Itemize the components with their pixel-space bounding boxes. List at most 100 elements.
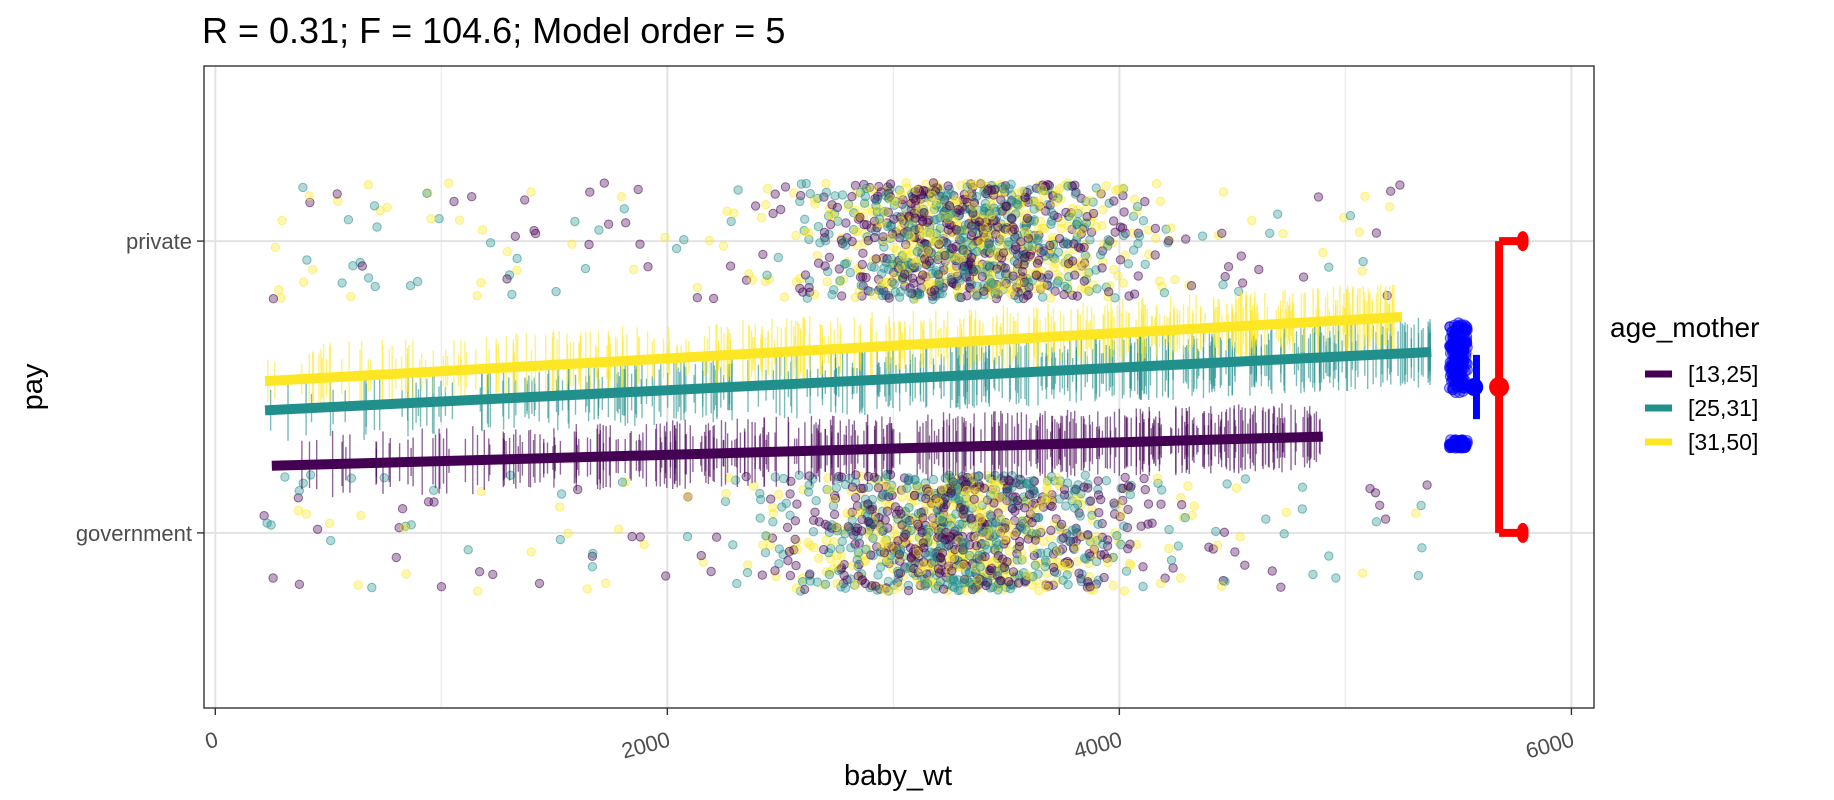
data-point [933,251,944,261]
data-point [1119,230,1129,241]
data-point [1054,233,1065,244]
data-point [563,528,573,538]
data-point [998,248,1009,258]
data-point [761,200,771,210]
data-point [819,227,830,238]
data-point [910,213,920,223]
data-point [1012,259,1023,269]
data-point [1077,256,1087,267]
data-point [904,502,914,513]
data-point [881,257,891,267]
data-point [1186,281,1197,291]
data-point [936,538,946,548]
data-point [803,537,813,548]
data-point [1119,521,1129,531]
data-point [1083,195,1094,206]
data-point [741,471,751,482]
data-point [944,201,955,211]
data-point [1168,563,1178,573]
data-point [1112,531,1122,541]
data-point [907,273,918,283]
data-point [937,484,948,494]
data-point [526,547,536,557]
data-point [346,473,357,483]
data-point [1009,528,1020,539]
data-point [783,555,793,566]
data-point [1013,293,1024,304]
data-point [1324,262,1334,272]
data-point [904,473,914,483]
data-point [1118,278,1128,288]
data-point [811,496,821,506]
data-point [1254,264,1264,275]
data-point [812,250,823,261]
data-point [1126,560,1136,570]
data-point [1062,559,1072,570]
plot-panel [203,65,1595,709]
data-point [850,180,861,191]
data-point [810,290,820,300]
data-point [856,280,866,290]
data-point [1024,490,1035,500]
data-point [747,275,758,285]
data-point [946,488,956,498]
data-point [434,214,444,224]
data-point [937,515,947,525]
data-point [1150,250,1160,260]
data-point [947,500,957,510]
data-point [488,569,498,580]
data-point [444,178,454,188]
data-point [1222,479,1232,489]
data-point [294,579,305,589]
data-point [1220,271,1230,282]
data-point [1070,270,1080,280]
data-point [1313,192,1324,202]
data-point [1080,261,1090,271]
data-point [556,489,567,499]
data-point [847,236,857,247]
data-point [850,226,861,236]
data-point [760,548,771,558]
data-point [919,208,929,218]
data-point [1034,586,1044,596]
data-point [1103,235,1113,245]
data-point [930,285,940,295]
data-point [1058,575,1068,585]
data-point [820,579,831,589]
data-point [1019,253,1030,263]
data-point [912,262,922,272]
data-point [950,267,961,278]
data-point [1092,532,1102,542]
data-point [363,273,374,283]
data-point [1416,500,1426,511]
data-point [477,225,488,235]
data-point [979,483,989,493]
data-point [1046,293,1056,303]
data-point [1129,289,1140,299]
data-point [1411,508,1421,518]
data-point [994,270,1005,280]
data-point [943,225,953,235]
data-point [976,237,986,247]
data-point [918,270,928,280]
data-point [971,191,982,202]
legend-title: age_mother [1610,312,1759,343]
data-point [966,230,977,241]
data-point [463,545,473,555]
data-point [1020,226,1031,237]
data-point [880,207,891,217]
data-point [476,277,486,288]
data-point [947,243,957,253]
data-point [835,276,845,286]
data-point [855,212,865,223]
data-point [1066,211,1076,221]
data-point [773,252,783,263]
fitted-value-point [1457,357,1469,369]
data-point [995,525,1005,536]
data-point [1380,514,1391,524]
data-point [1039,536,1049,547]
data-point [874,214,885,224]
data-point [975,178,986,188]
data-point [934,237,944,248]
data-point [1278,229,1288,239]
